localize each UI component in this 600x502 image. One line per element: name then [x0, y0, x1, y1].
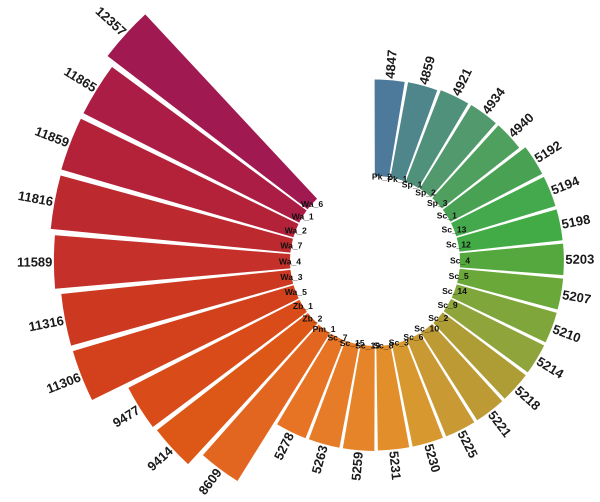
svg-text:Sc_13: Sc_13 — [442, 225, 467, 235]
svg-text:Sp_3: Sp_3 — [427, 198, 448, 208]
svg-text:Sc_9: Sc_9 — [438, 300, 458, 310]
svg-text:4859: 4859 — [416, 54, 438, 86]
svg-text:Sc_4: Sc_4 — [450, 255, 470, 265]
svg-text:Wa_5: Wa_5 — [285, 287, 307, 297]
svg-text:Zb_1: Zb_1 — [293, 301, 313, 311]
svg-text:Sc_3: Sc_3 — [389, 338, 409, 348]
svg-text:Wa_3: Wa_3 — [280, 272, 302, 282]
svg-text:11316: 11316 — [27, 313, 65, 334]
svg-text:Sc_14: Sc_14 — [442, 286, 467, 296]
svg-text:Sc_2: Sc_2 — [428, 313, 448, 323]
svg-text:Wa_4: Wa_4 — [279, 256, 301, 266]
svg-text:Wa_2: Wa_2 — [285, 225, 307, 235]
svg-text:Sc_1: Sc_1 — [437, 211, 457, 221]
svg-text:Sc_8: Sc_8 — [373, 341, 393, 351]
svg-text:Zb_2: Zb_2 — [302, 314, 322, 324]
svg-text:5203: 5203 — [565, 252, 594, 267]
svg-text:Sc_15: Sc_15 — [340, 338, 365, 348]
svg-text:Pk_2: Pk_2 — [372, 171, 392, 181]
svg-text:5263: 5263 — [309, 444, 331, 476]
svg-text:5207: 5207 — [561, 287, 592, 307]
svg-text:5231: 5231 — [386, 450, 404, 480]
svg-text:5259: 5259 — [348, 451, 365, 481]
svg-text:Sp_1: Sp_1 — [402, 180, 423, 190]
svg-text:Sc_12: Sc_12 — [446, 240, 471, 250]
svg-text:Sp_2: Sp_2 — [415, 188, 436, 198]
svg-text:Wa_1: Wa_1 — [292, 211, 314, 221]
svg-text:5198: 5198 — [560, 211, 591, 231]
svg-text:Sc_19: Sc_19 — [355, 341, 380, 351]
svg-text:11816: 11816 — [17, 188, 55, 209]
svg-text:Wa_7: Wa_7 — [280, 241, 302, 251]
svg-text:4847: 4847 — [382, 49, 399, 79]
svg-text:11589: 11589 — [17, 254, 52, 269]
svg-text:Wa_6: Wa_6 — [301, 199, 323, 209]
svg-text:Sc_10: Sc_10 — [414, 323, 439, 333]
svg-text:Pk_1: Pk_1 — [387, 174, 407, 184]
svg-text:Pm_1: Pm_1 — [313, 324, 336, 334]
svg-text:Sc_7: Sc_7 — [327, 332, 347, 342]
svg-text:Sc_6: Sc_6 — [403, 332, 423, 342]
svg-text:Sc_5: Sc_5 — [449, 271, 469, 281]
